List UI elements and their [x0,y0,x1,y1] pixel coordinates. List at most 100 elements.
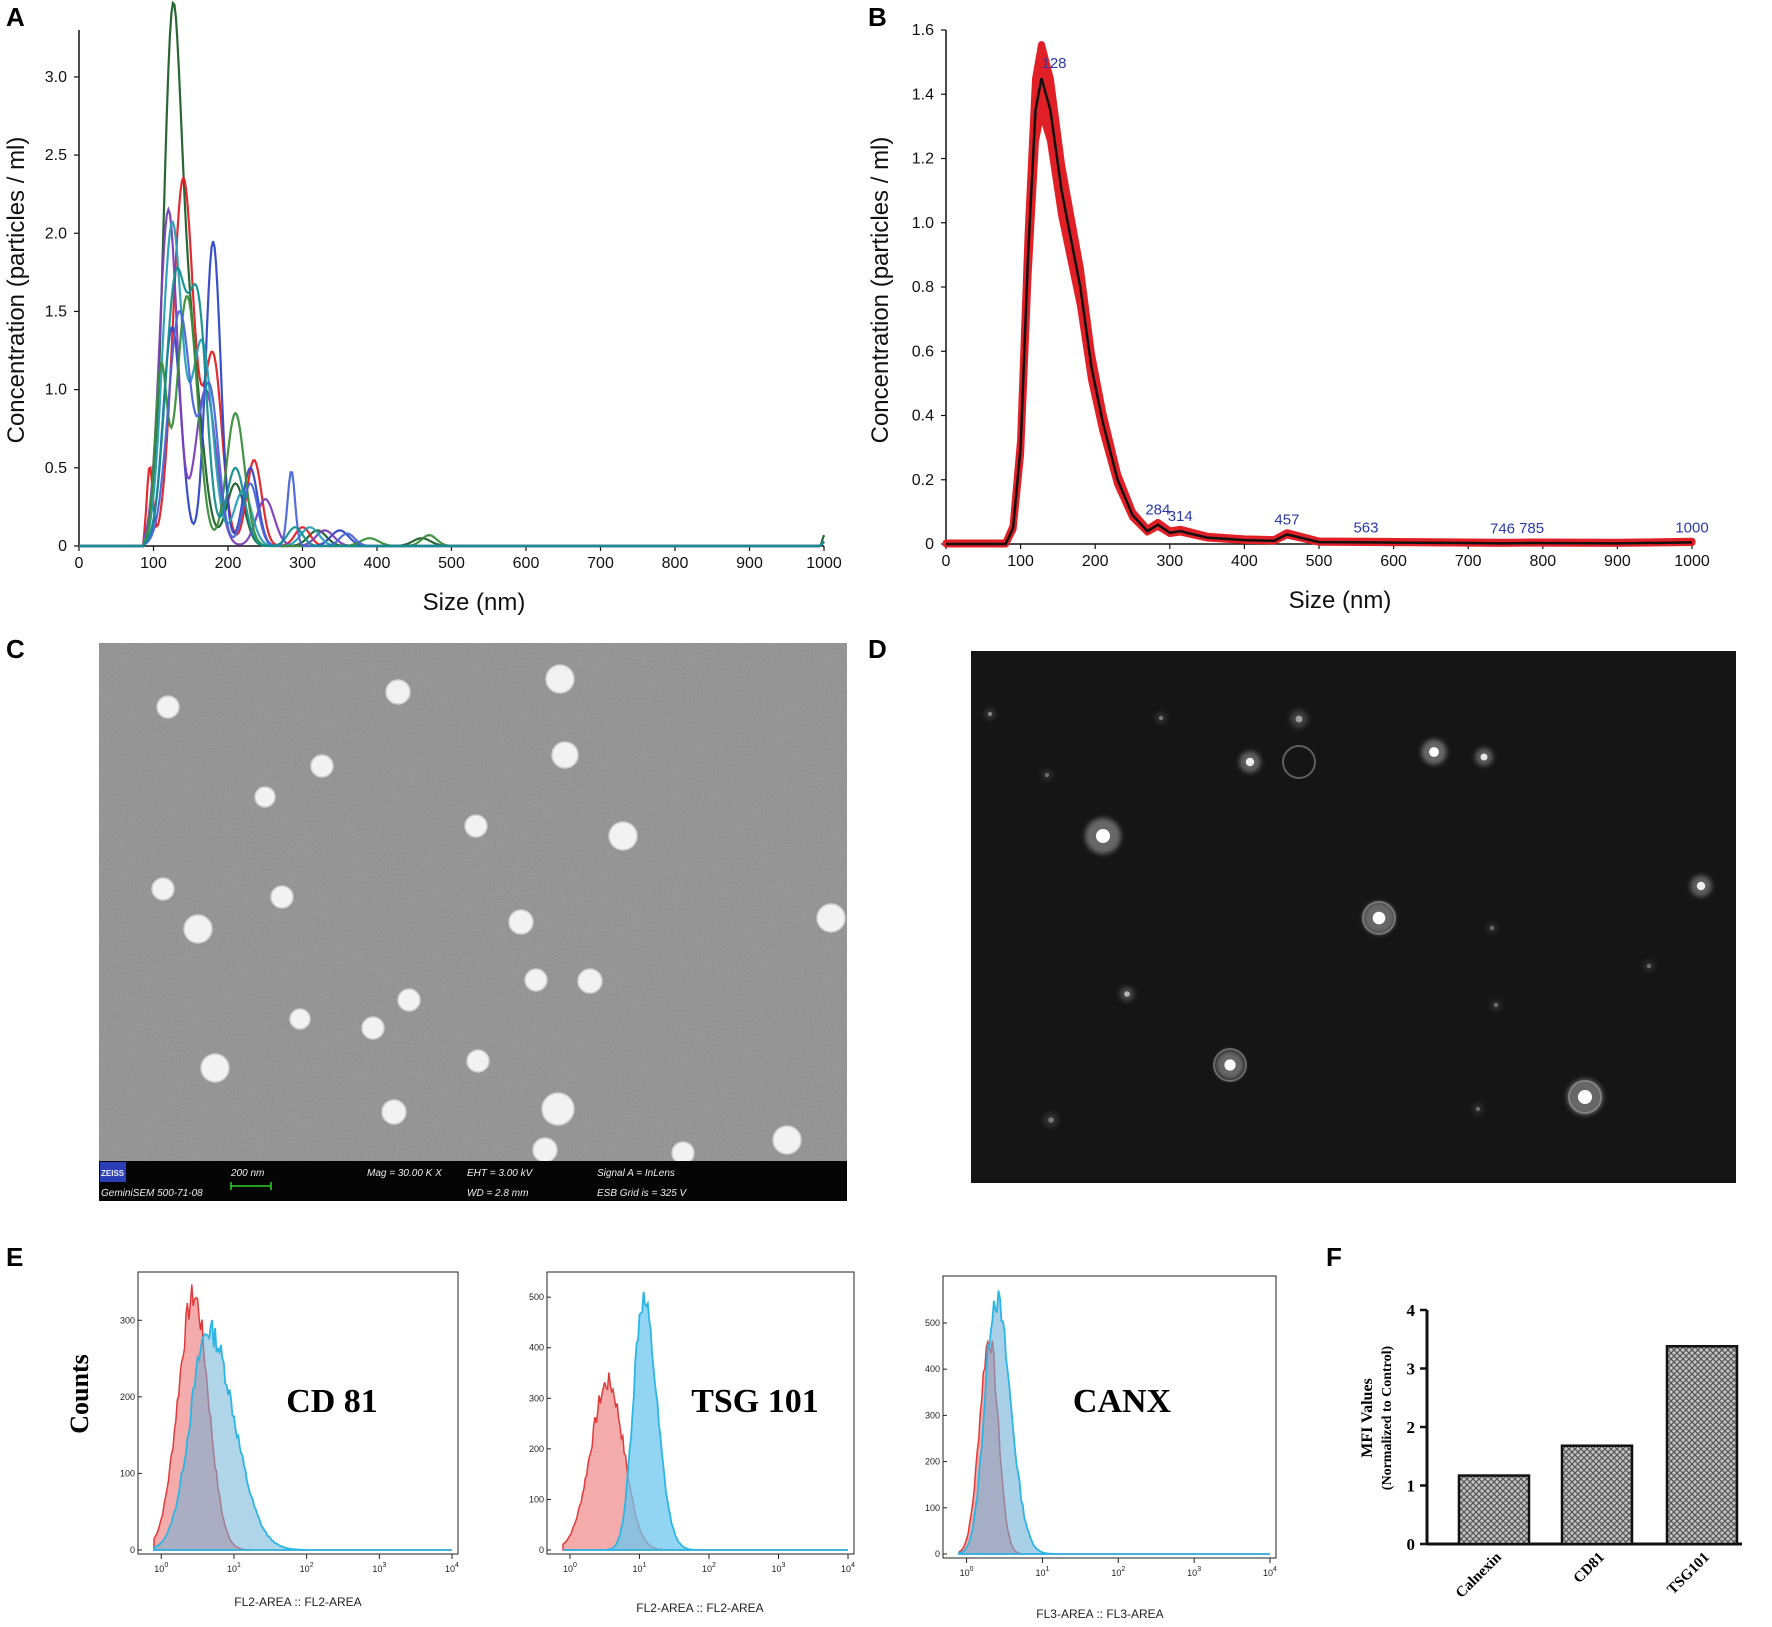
y-tick-label-f: 2 [1407,1418,1416,1437]
facs-y-tick-label: 300 [120,1315,135,1325]
x-tick-label-f: TSG101 [1664,1550,1712,1598]
y-axis-title-f-line1: MFI Values [1359,1378,1376,1458]
peak-marker-label: 1000 [1675,519,1708,536]
facs-y-tick-label: 100 [925,1503,940,1513]
vesicle-particle [151,877,175,901]
nta-background [971,651,1736,1183]
vesicle-particle [156,695,180,719]
particle-core [1646,963,1652,969]
diffraction-ring [1282,745,1316,779]
nta-frame [971,651,1736,1183]
facs-x-tick-label: 103 [372,1562,386,1574]
facs-y-tick-label: 100 [120,1468,135,1478]
facs-y-tick-label: 200 [529,1444,544,1454]
sem-info-bar [99,1161,847,1201]
counts-label: Counts [65,1354,94,1433]
x-tick-label-a: 900 [736,555,763,572]
diffraction-ring [1362,901,1396,935]
vesicle-particle [289,1008,311,1030]
y-tick-label-b: 0.2 [912,472,934,489]
panel-label-b: B [868,2,887,32]
y-axis-title-f-line2: (Normalized to Control) [1380,1345,1395,1490]
x-tick-label-a: 1000 [806,555,842,572]
facs-y-tick-label: 500 [529,1292,544,1302]
x-tick-label-b: 300 [1156,553,1183,570]
series-group-a [79,0,826,548]
vesicle-particle [772,1125,802,1155]
particle-core [1295,715,1303,723]
particle-core [1044,772,1050,778]
particle-core [1429,747,1439,757]
facs-x-tick-label: 100 [563,1562,577,1574]
y-tick-label-b: 1.2 [912,151,934,168]
sem-mag: Mag = 30.00 K X [367,1168,442,1179]
y-tick-label-b: 1.6 [912,22,934,39]
zeiss-logo [100,1162,126,1182]
vesicle-particle [508,909,534,935]
x-tick-label-a: 0 [75,555,84,572]
x-tick-label-a: 500 [438,555,465,572]
y-tick-label-f: 0 [1407,1535,1416,1554]
distribution-mean-line [946,77,1693,546]
nta-particles [984,708,1712,1128]
facs-histogram-cd81: 0 100 200 300 100 101 102 103 104 CD 81 FL2-AREA… [120,1271,459,1609]
sem-grid: ESB Grid is = 325 V [597,1188,688,1199]
x-tick-label-a: 800 [662,555,689,572]
particle-core [1578,1090,1592,1104]
y-tick-label-b: 1.0 [912,215,934,232]
facs-y-tick-label: 300 [925,1410,940,1420]
facs-x-tick-label: 101 [633,1562,647,1574]
vesicle-particle [464,814,488,838]
y-tick-label-a: 3.0 [45,69,67,86]
facs-xlabel-cd81: FL2-AREA :: FL2-AREA [234,1595,361,1609]
y-tick-label-a: 0.5 [45,460,67,477]
y-tick-label-a: 2.5 [45,147,67,164]
vesicle-particle [671,1141,695,1165]
vesicle-particle [541,1092,575,1126]
vesicle-particle [532,1137,558,1163]
histogram-title-tsg101: TSG 101 [691,1383,819,1420]
bars-f: Calnexin CD81 TSG101 [1453,1345,1739,1601]
sem-scale-label: 200 nm [230,1168,264,1179]
diffraction-ring [1568,1080,1602,1114]
particle-core [1372,911,1386,925]
particle-core [1493,1002,1499,1008]
bar-cd81 [1560,1444,1634,1546]
y-ticks-b: 0 0.2 0.4 0.6 0.8 1.0 1.2 1.4 1.6 [912,22,946,553]
vesicle-particle [385,679,411,705]
y-tick-label-b: 0 [925,536,934,553]
vesicle-particle [577,968,603,994]
vesicle-particle [524,968,548,992]
facs-y-tick-label: 500 [925,1318,940,1328]
peak-marker-label: 746 [1490,520,1515,537]
vesicle-particle [310,754,334,778]
vesicle-particle [608,821,638,851]
peak-marker-label: 284 [1145,502,1170,519]
peak-marker-label: 128 [1041,55,1066,72]
series-line-run7 [79,309,825,548]
x-tick-label-b: 400 [1231,553,1258,570]
facs-y-tick-label: 300 [529,1393,544,1403]
x-tick-label-f: Calnexin [1453,1549,1505,1601]
y-tick-label-b: 1.4 [912,86,934,103]
sem-texture [99,643,847,1161]
x-ticks-b: 0 100 200 300 400 500 600 700 800 900 1000 [942,544,1710,570]
bar-chart-f: 0 1 2 3 4 Calnexin CD81 TSG101 MFI Values (Nor… [1359,1301,1742,1601]
facs-y-tick-label: 0 [935,1549,940,1559]
particle-halo [1472,1103,1484,1115]
facs-y-tick-label: 200 [120,1392,135,1402]
chart-panel-b: 0 100 200 300 400 500 600 700 800 900 1000 0 0.2 0.4… [867,22,1710,614]
particle-halo [1643,960,1655,972]
sem-particles [151,664,846,1165]
facs-x-tick-label: 101 [227,1562,241,1574]
vesicle-particle [254,786,276,808]
y-tick-label-a: 1.5 [45,303,67,320]
peak-marker-label: 457 [1274,511,1299,528]
series-line-run2 [79,174,825,548]
bar-calnexin [1457,1474,1531,1546]
x-tick-label-a: 200 [215,555,242,572]
facs-y-tick-label: 0 [539,1545,544,1555]
panel-label-f: F [1326,1242,1342,1272]
